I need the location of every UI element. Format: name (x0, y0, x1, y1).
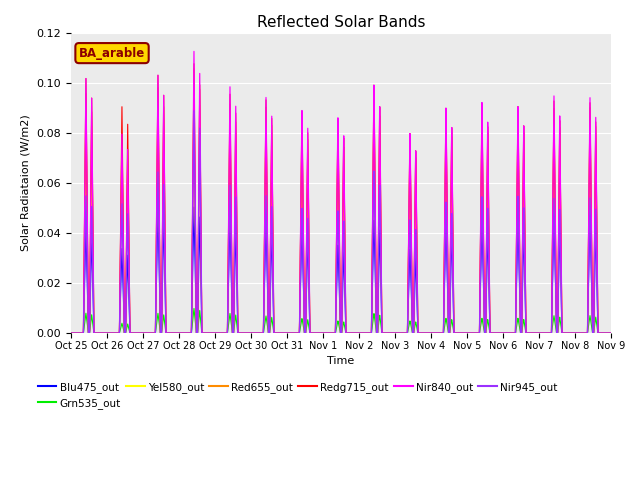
Nir840_out (321, 330, 328, 336)
Yel580_out (462, 330, 470, 336)
Grn535_out (190, 306, 198, 312)
Red655_out (607, 330, 614, 336)
Nir945_out (607, 330, 614, 336)
Red655_out (462, 330, 470, 336)
Nir945_out (190, 108, 198, 114)
Redg715_out (164, 330, 172, 336)
Blu475_out (493, 330, 500, 336)
Grn535_out (432, 330, 440, 336)
Line: Grn535_out: Grn535_out (71, 309, 611, 333)
Title: Reflected Solar Bands: Reflected Solar Bands (257, 15, 425, 30)
Grn535_out (164, 330, 172, 336)
Yel580_out (432, 330, 440, 336)
Line: Redg715_out: Redg715_out (71, 64, 611, 333)
Yel580_out (190, 83, 198, 89)
Yel580_out (607, 330, 614, 336)
Line: Yel580_out: Yel580_out (71, 86, 611, 333)
Red655_out (321, 330, 328, 336)
Redg715_out (462, 330, 470, 336)
Nir945_out (67, 330, 75, 336)
Blu475_out (462, 330, 470, 336)
Red655_out (607, 330, 614, 336)
Nir945_out (493, 330, 500, 336)
Nir840_out (190, 48, 198, 54)
Line: Red655_out: Red655_out (71, 69, 611, 333)
Yel580_out (67, 330, 75, 336)
Redg715_out (493, 330, 500, 336)
Red655_out (432, 330, 440, 336)
Nir945_out (432, 330, 440, 336)
Redg715_out (607, 330, 614, 336)
Legend: Blu475_out, Grn535_out, Yel580_out, Red655_out, Redg715_out, Nir840_out, Nir945_: Blu475_out, Grn535_out, Yel580_out, Red6… (33, 377, 562, 413)
Nir840_out (493, 330, 500, 336)
Redg715_out (67, 330, 75, 336)
Grn535_out (321, 330, 328, 336)
Nir840_out (67, 330, 75, 336)
Nir840_out (432, 330, 440, 336)
Nir840_out (607, 330, 614, 336)
Redg715_out (190, 61, 198, 67)
Grn535_out (607, 330, 614, 336)
Redg715_out (432, 330, 440, 336)
Blu475_out (432, 330, 440, 336)
Nir840_out (607, 330, 614, 336)
Blu475_out (607, 330, 614, 336)
Grn535_out (493, 330, 500, 336)
Y-axis label: Solar Radiataion (W/m2): Solar Radiataion (W/m2) (20, 115, 31, 251)
Yel580_out (321, 330, 328, 336)
Nir840_out (462, 330, 470, 336)
Blu475_out (607, 330, 614, 336)
Redg715_out (321, 330, 328, 336)
Yel580_out (607, 330, 614, 336)
Line: Nir945_out: Nir945_out (71, 111, 611, 333)
Blu475_out (67, 330, 75, 336)
Grn535_out (67, 330, 75, 336)
Blu475_out (164, 330, 172, 336)
Blu475_out (190, 204, 198, 210)
Red655_out (190, 66, 198, 72)
Nir840_out (164, 330, 172, 336)
Blu475_out (321, 330, 328, 336)
Grn535_out (462, 330, 470, 336)
Nir945_out (607, 330, 614, 336)
Grn535_out (607, 330, 614, 336)
X-axis label: Time: Time (327, 356, 355, 366)
Line: Nir840_out: Nir840_out (71, 51, 611, 333)
Nir945_out (321, 330, 328, 336)
Text: BA_arable: BA_arable (79, 47, 145, 60)
Nir945_out (164, 330, 172, 336)
Red655_out (493, 330, 500, 336)
Nir945_out (462, 330, 470, 336)
Red655_out (67, 330, 75, 336)
Yel580_out (164, 330, 172, 336)
Redg715_out (607, 330, 614, 336)
Red655_out (164, 330, 172, 336)
Line: Blu475_out: Blu475_out (71, 207, 611, 333)
Yel580_out (493, 330, 500, 336)
